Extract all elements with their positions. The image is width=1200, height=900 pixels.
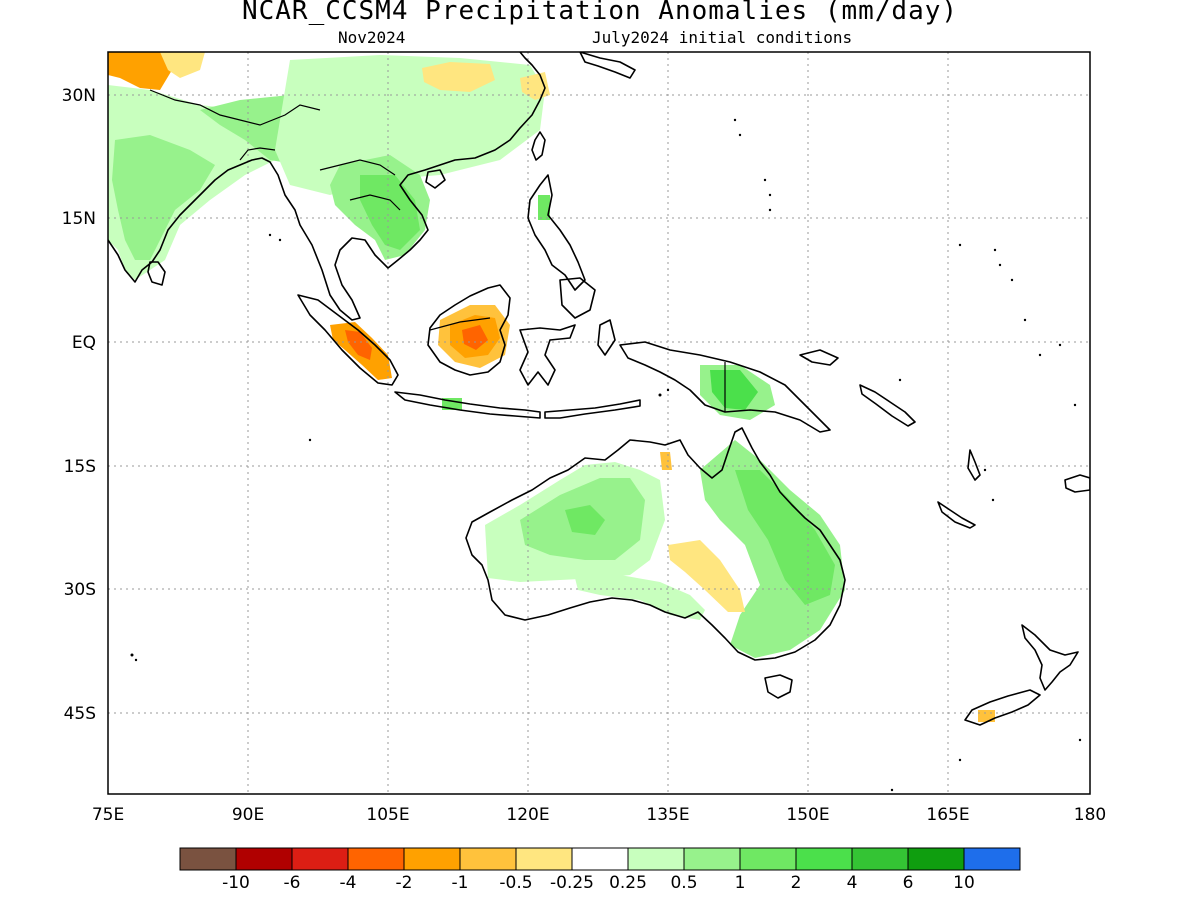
- colorbar-label: 4: [847, 873, 858, 893]
- colorbar-labels: -10 -6 -4 -2 -1 -0.5 -0.25 0.25 0.5 1 2 …: [222, 873, 975, 893]
- colorbar-swatch: [907, 847, 965, 871]
- x-axis-labels: 75E 90E 105E 120E 135E 150E 165E 180: [92, 805, 1106, 825]
- y-axis-labels: 30N 15N EQ 15S 30S 45S: [62, 86, 96, 724]
- colorbar-swatch: [795, 847, 853, 871]
- y-tick-label: 15S: [64, 457, 96, 477]
- shade-nw-dry2: [160, 52, 205, 78]
- colorbar-label: -0.25: [550, 873, 594, 893]
- colorbar-label: 0.25: [609, 873, 647, 893]
- map-frame: [107, 51, 1091, 795]
- colorbar-label: 6: [903, 873, 914, 893]
- coast-java: [394, 391, 541, 419]
- x-tick-label: 105E: [366, 805, 409, 825]
- shade-tibet-dry: [422, 62, 495, 92]
- coast-new-britain: [799, 349, 839, 366]
- coast-philippines: [527, 174, 586, 291]
- borders: [149, 89, 726, 412]
- colorbar-label: -0.5: [499, 873, 532, 893]
- small-islands: [130, 118, 1082, 792]
- coast-south-asia: [108, 52, 546, 321]
- coast-solomons: [859, 384, 916, 427]
- coast-nz-north: [1021, 624, 1079, 691]
- map-title: NCAR_CCSM4 Precipitation Anomalies (mm/d…: [241, 0, 959, 26]
- colorbar-label: 1: [735, 873, 746, 893]
- coast-vanuatu: [967, 449, 981, 481]
- x-tick-label: 120E: [506, 805, 549, 825]
- shade-aus-east-wet2: [735, 470, 835, 605]
- shade-phil-wet: [538, 195, 550, 220]
- colorbar-swatch: [851, 847, 909, 871]
- colorbar-label: 0.5: [670, 873, 697, 893]
- shade-india-wet2: [112, 135, 215, 260]
- shade-aus-nw-wet3: [565, 505, 605, 535]
- y-tick-label: 15N: [62, 209, 96, 229]
- colorbar-swatch: [515, 847, 573, 871]
- shade-borneo-dry3: [462, 325, 488, 350]
- shade-aus-south-wet: [575, 575, 705, 620]
- coast-borneo: [427, 284, 511, 376]
- colorbar: [179, 847, 1021, 871]
- y-tick-label: 30S: [64, 580, 96, 600]
- coast-lesser-sunda: [544, 399, 641, 419]
- colorbar-swatch: [347, 847, 405, 871]
- x-tick-label: 135E: [646, 805, 689, 825]
- initial-conditions-label: July2024 initial conditions: [592, 28, 853, 47]
- coast-hainan: [425, 169, 446, 189]
- coast-sri-lanka: [147, 261, 166, 286]
- y-tick-label: EQ: [72, 333, 96, 353]
- colorbar-swatch: [179, 847, 237, 871]
- coast-new-guinea: [619, 341, 831, 433]
- coast-sumatra: [297, 294, 399, 386]
- x-tick-label: 180: [1074, 805, 1106, 825]
- x-tick-label: 150E: [786, 805, 829, 825]
- forecast-month: Nov2024: [338, 28, 406, 47]
- anomaly-shading: [108, 52, 995, 722]
- shade-aus-n-dry: [660, 452, 672, 470]
- coast-sulawesi: [519, 324, 576, 386]
- colorbar-swatch: [459, 847, 517, 871]
- shade-newguinea-wet2: [710, 370, 758, 410]
- shade-nw-dry: [108, 52, 172, 90]
- x-tick-label: 165E: [926, 805, 969, 825]
- colorbar-swatch: [627, 847, 685, 871]
- shade-aus-center-dry: [668, 540, 745, 612]
- coast-mindanao: [559, 277, 596, 319]
- coast-nz-south: [964, 689, 1041, 726]
- colorbar-label: -2: [396, 873, 413, 893]
- gridlines: [108, 52, 1090, 794]
- coast-fiji: [1064, 474, 1090, 493]
- map-plot-area: [108, 52, 1090, 794]
- colorbar-label: -4: [340, 873, 357, 893]
- colorbar-swatch: [235, 847, 293, 871]
- coast-halmahera: [597, 319, 616, 356]
- colorbar-label: -10: [222, 873, 250, 893]
- colorbar-swatch: [963, 847, 1021, 871]
- colorbar-swatch: [403, 847, 461, 871]
- coast-taiwan: [531, 131, 546, 161]
- coast-tasmania: [764, 674, 793, 699]
- x-tick-label: 90E: [232, 805, 264, 825]
- coast-japan: [579, 52, 636, 79]
- colorbar-label: -1: [452, 873, 469, 893]
- colorbar-swatch: [739, 847, 797, 871]
- shade-nz-dry: [978, 710, 995, 722]
- coastlines: [108, 52, 1090, 726]
- colorbar-swatch: [683, 847, 741, 871]
- y-tick-label: 45S: [64, 704, 96, 724]
- coast-new-caledonia: [937, 501, 976, 529]
- colorbar-label: -6: [284, 873, 301, 893]
- y-tick-label: 30N: [62, 86, 96, 106]
- shade-china-wet: [275, 55, 545, 195]
- coast-australia: [465, 427, 846, 661]
- shade-sumatra-dry2: [345, 330, 372, 360]
- colorbar-swatch: [291, 847, 349, 871]
- colorbar-label: 2: [791, 873, 802, 893]
- colorbar-swatch: [571, 847, 629, 871]
- colorbar-label: 10: [953, 873, 975, 893]
- x-tick-label: 75E: [92, 805, 124, 825]
